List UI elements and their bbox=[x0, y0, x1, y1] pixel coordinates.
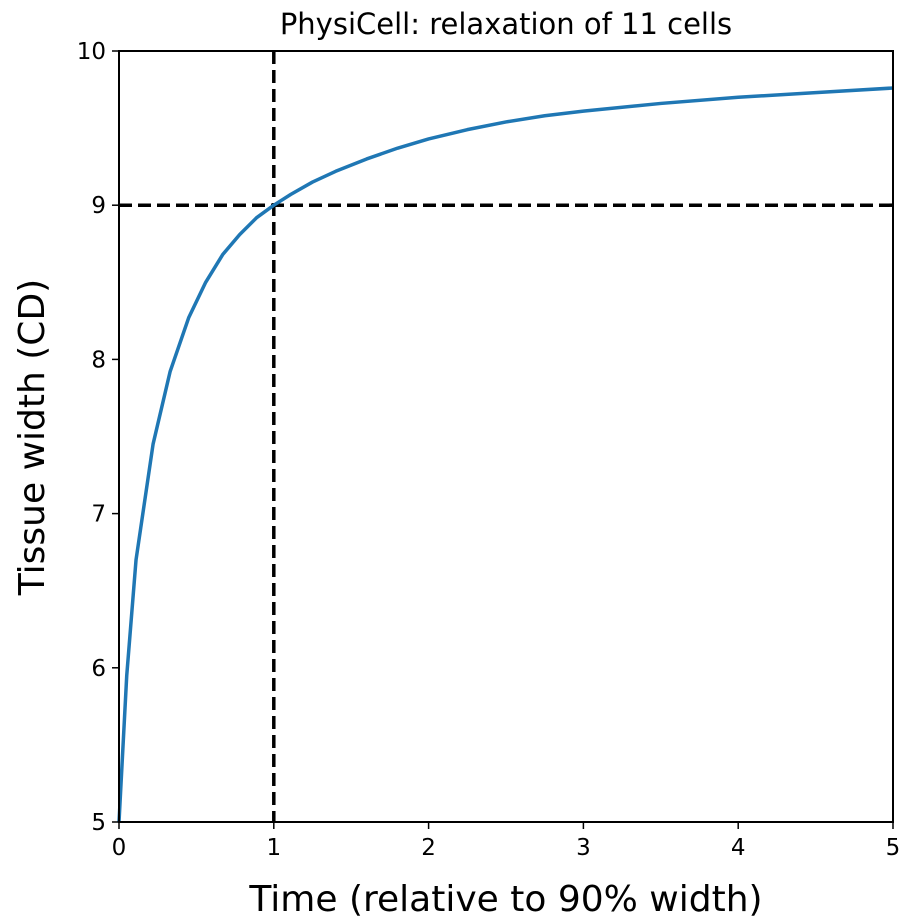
series-line-0 bbox=[117, 86, 894, 823]
chart-title: PhysiCell: relaxation of 11 cells bbox=[280, 7, 732, 41]
y-axis-ticks: 5 6 7 8 9 10 bbox=[77, 39, 119, 836]
y-tick-label: 6 bbox=[91, 656, 106, 682]
y-axis-label: Tissue width (CD) bbox=[12, 279, 53, 596]
y-tick-label: 8 bbox=[91, 347, 106, 373]
y-tick-label: 7 bbox=[91, 502, 106, 528]
series-layer bbox=[117, 86, 894, 823]
x-tick-label: 1 bbox=[266, 835, 281, 861]
plot-frame bbox=[118, 50, 894, 823]
x-axis-ticks: 0 1 2 3 4 5 bbox=[112, 822, 901, 861]
x-tick-label: 2 bbox=[421, 835, 436, 861]
reference-lines bbox=[119, 51, 893, 822]
x-tick-label: 0 bbox=[112, 835, 127, 861]
y-tick-label: 5 bbox=[91, 810, 106, 836]
x-tick-label: 4 bbox=[731, 835, 746, 861]
x-tick-label: 3 bbox=[576, 835, 591, 861]
x-tick-label: 5 bbox=[886, 835, 901, 861]
y-tick-label: 9 bbox=[91, 193, 106, 219]
x-axis-label: Time (relative to 90% width) bbox=[248, 879, 762, 920]
y-tick-label: 10 bbox=[77, 39, 106, 65]
